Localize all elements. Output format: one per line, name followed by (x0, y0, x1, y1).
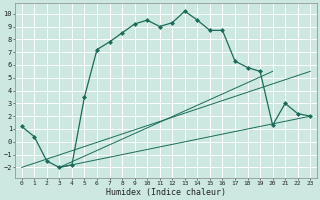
X-axis label: Humidex (Indice chaleur): Humidex (Indice chaleur) (106, 188, 226, 197)
